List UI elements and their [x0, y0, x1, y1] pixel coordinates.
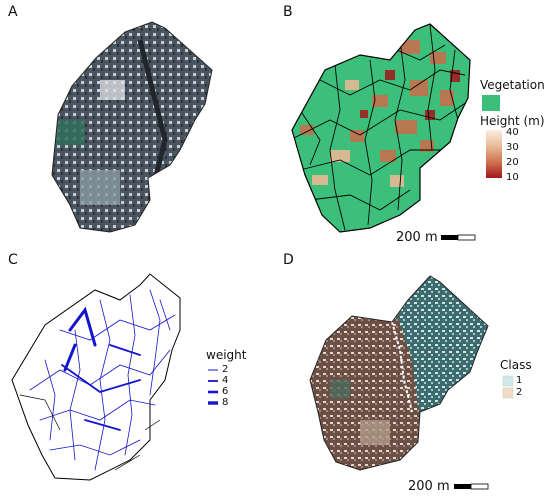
- panel-b-segment-map: [291, 23, 471, 233]
- panel-c-weighted-network: [11, 273, 181, 481]
- weight-legend-item: 4: [222, 375, 229, 386]
- panel-label-d: D: [283, 252, 294, 268]
- vegetation-legend-title: Vegetation: [480, 78, 545, 92]
- class-legend-item: 1: [516, 375, 523, 386]
- class-legend-title: Class: [500, 358, 532, 372]
- class-1-swatch: [502, 375, 514, 387]
- height-tick: 40: [506, 127, 519, 138]
- panel-a-aerial-image: [51, 21, 213, 233]
- weight-legend-item: 8: [222, 397, 229, 408]
- panel-label-b: B: [283, 4, 293, 20]
- vegetation-swatch: [482, 95, 500, 111]
- weight-legend-item: 6: [222, 386, 229, 397]
- height-tick: 10: [506, 172, 519, 183]
- scalebar-b-label: 200 m: [396, 230, 438, 245]
- panel-d-class-image: [309, 275, 489, 471]
- class-legend-item: 2: [516, 387, 523, 398]
- weight-legend-title: weight: [206, 348, 247, 362]
- height-colorbar: [486, 130, 502, 178]
- panel-label-c: C: [8, 252, 18, 268]
- height-tick: 20: [506, 157, 519, 168]
- scalebar-d: [454, 483, 489, 490]
- scalebar-d-label: 200 m: [408, 479, 450, 494]
- weight-legend-item: 2: [222, 364, 229, 375]
- scalebar-b: [441, 234, 476, 241]
- height-legend-title: Height (m): [480, 114, 545, 128]
- class-2-swatch: [502, 387, 514, 399]
- height-tick: 30: [506, 142, 519, 153]
- panel-label-a: A: [8, 4, 18, 20]
- weight-legend-lines: [208, 369, 218, 405]
